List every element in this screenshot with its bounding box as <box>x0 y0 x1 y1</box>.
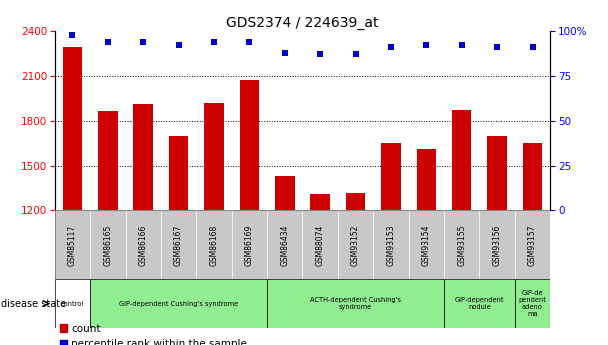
Text: GSM86167: GSM86167 <box>174 224 183 266</box>
Bar <box>452 110 471 210</box>
Point <box>351 52 361 57</box>
Point <box>67 32 77 37</box>
Text: GSM86165: GSM86165 <box>103 224 112 266</box>
Text: GSM86166: GSM86166 <box>139 224 148 266</box>
Point <box>244 39 254 45</box>
Bar <box>134 104 153 210</box>
Point <box>457 43 466 48</box>
Text: GSM93156: GSM93156 <box>492 224 502 266</box>
Bar <box>90 279 267 328</box>
Bar <box>267 279 444 328</box>
Point <box>421 43 431 48</box>
Text: GSM93157: GSM93157 <box>528 224 537 266</box>
Bar <box>232 210 267 279</box>
Bar <box>444 279 515 328</box>
Bar <box>416 149 436 210</box>
Bar <box>444 210 480 279</box>
Text: GSM93153: GSM93153 <box>387 224 395 266</box>
Bar <box>240 80 259 210</box>
Bar <box>311 194 330 210</box>
Point <box>103 39 112 45</box>
Point <box>280 50 289 55</box>
Text: GSM93155: GSM93155 <box>457 224 466 266</box>
Bar <box>196 210 232 279</box>
Point <box>316 52 325 57</box>
Bar <box>125 210 161 279</box>
Bar <box>204 103 224 210</box>
Text: GSM86169: GSM86169 <box>245 224 254 266</box>
Bar <box>373 210 409 279</box>
Point <box>386 45 396 50</box>
Text: disease state: disease state <box>1 299 66 308</box>
Point <box>139 39 148 45</box>
Text: GIP-dependent
nodule: GIP-dependent nodule <box>455 297 504 310</box>
Bar <box>346 193 365 210</box>
Bar <box>409 210 444 279</box>
Bar <box>275 176 294 210</box>
Bar <box>488 136 507 210</box>
Bar <box>515 279 550 328</box>
Bar <box>63 48 82 210</box>
Text: GSM88074: GSM88074 <box>316 224 325 266</box>
Text: GSM85117: GSM85117 <box>68 224 77 266</box>
Bar <box>55 210 90 279</box>
Bar <box>98 111 117 210</box>
Point <box>174 43 184 48</box>
Bar <box>55 279 90 328</box>
Text: GSM93154: GSM93154 <box>422 224 431 266</box>
Point <box>528 45 537 50</box>
Bar <box>302 210 338 279</box>
Bar <box>169 136 188 210</box>
Bar <box>267 210 302 279</box>
Text: GSM93152: GSM93152 <box>351 224 360 266</box>
Bar <box>381 143 401 210</box>
Text: GSM86168: GSM86168 <box>210 224 218 266</box>
Bar <box>161 210 196 279</box>
Bar <box>480 210 515 279</box>
Text: ACTH-dependent Cushing's
syndrome: ACTH-dependent Cushing's syndrome <box>310 297 401 310</box>
Point <box>492 45 502 50</box>
Bar <box>515 210 550 279</box>
Title: GDS2374 / 224639_at: GDS2374 / 224639_at <box>226 16 379 30</box>
Text: GIP-de
pendent
adeno
ma: GIP-de pendent adeno ma <box>519 290 547 317</box>
Legend: count, percentile rank within the sample: count, percentile rank within the sample <box>60 324 247 345</box>
Text: control: control <box>61 300 84 307</box>
Point <box>209 39 219 45</box>
Bar <box>338 210 373 279</box>
Text: GSM86434: GSM86434 <box>280 224 289 266</box>
Bar <box>523 143 542 210</box>
Bar <box>90 210 125 279</box>
Text: GIP-dependent Cushing's syndrome: GIP-dependent Cushing's syndrome <box>119 300 238 307</box>
